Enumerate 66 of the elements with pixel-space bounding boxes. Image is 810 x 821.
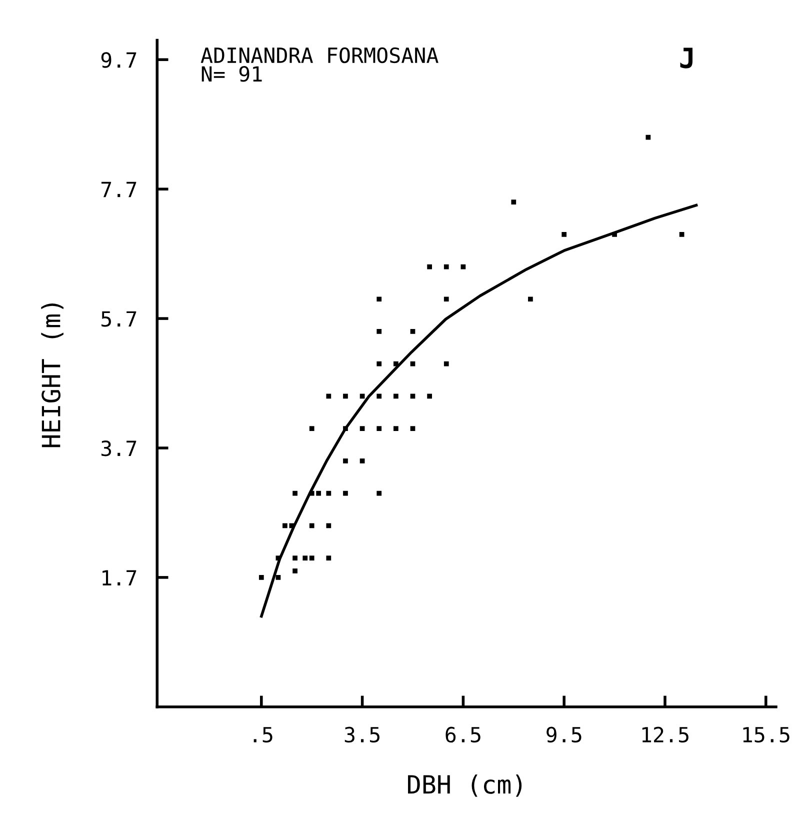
point [427, 264, 432, 270]
point [376, 394, 382, 399]
x-axis-title: DBH (cm) [408, 774, 522, 797]
point [292, 568, 298, 574]
point [343, 490, 348, 496]
point [444, 264, 449, 270]
point [376, 361, 382, 366]
point [511, 200, 516, 204]
point [343, 458, 348, 464]
point [410, 426, 416, 431]
point [316, 490, 322, 496]
annotation: J [680, 48, 692, 68]
x-tick-label: 15.5 [743, 727, 790, 743]
y-tick-label: 7.7 [101, 182, 136, 198]
point [394, 426, 398, 431]
point [360, 426, 365, 431]
point [276, 556, 281, 560]
point [282, 523, 288, 528]
y-tick-label: 1.7 [102, 570, 136, 586]
point [410, 394, 416, 399]
point [309, 426, 314, 431]
point [292, 556, 298, 560]
point [376, 296, 382, 302]
point [410, 361, 416, 366]
point [309, 523, 314, 528]
point [360, 458, 365, 464]
point [343, 394, 348, 399]
point [394, 361, 398, 366]
point [444, 361, 449, 366]
point [326, 490, 332, 496]
point [679, 232, 684, 237]
point [376, 329, 382, 334]
point [562, 232, 567, 237]
point [326, 556, 332, 560]
point [376, 426, 382, 431]
point [360, 394, 365, 399]
point [258, 575, 264, 580]
point [326, 394, 332, 399]
x-tick-label: 3.5 [344, 726, 380, 743]
point [326, 523, 332, 528]
x-tick-label: 12.5 [642, 726, 688, 743]
point [343, 426, 348, 431]
point [528, 296, 533, 302]
point [376, 490, 382, 496]
point [289, 523, 294, 528]
x-tick-label: .5 [254, 727, 272, 743]
point [394, 394, 398, 399]
point [292, 490, 298, 496]
y-axis-title: HEIGHT (m) [41, 303, 64, 448]
point [309, 490, 314, 496]
point [302, 556, 308, 560]
point [646, 134, 651, 140]
annotation: ADINANDRA FORMOSANA N= 91 [200, 47, 438, 82]
y-tick-label: 5.7 [102, 311, 136, 327]
y-tick-label: 9.7 [101, 52, 136, 68]
x-tick-label: 6.5 [446, 726, 480, 743]
y-tick-label: 3.7 [101, 440, 136, 456]
point [427, 394, 432, 399]
point [460, 264, 466, 270]
point [410, 329, 416, 334]
point [276, 575, 281, 580]
point [612, 232, 617, 237]
x-tick-label: 9.5 [546, 726, 582, 743]
point [309, 556, 314, 560]
point [444, 296, 449, 302]
line-series [260, 204, 698, 618]
